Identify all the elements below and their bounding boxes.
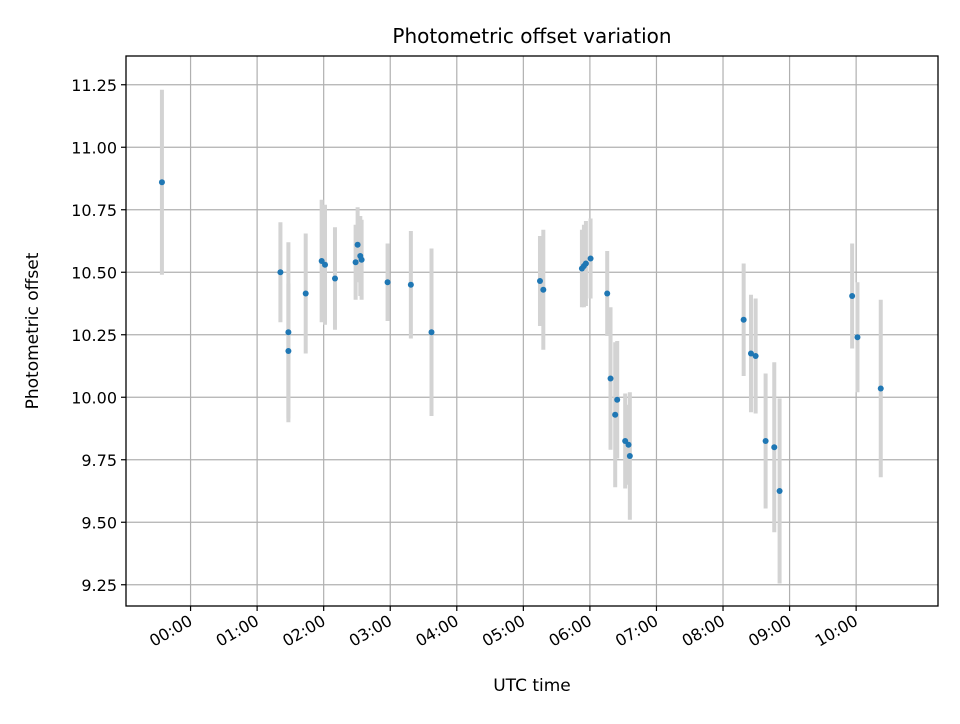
data-point xyxy=(354,241,361,248)
y-tick-label: 9.75 xyxy=(81,451,117,470)
data-point xyxy=(625,441,632,448)
data-point xyxy=(849,293,856,299)
data-point xyxy=(536,278,543,284)
y-tick-label: 10.50 xyxy=(71,263,117,282)
data-point xyxy=(285,348,292,354)
x-tick-label: 01:00 xyxy=(213,611,262,651)
data-point xyxy=(626,453,633,459)
data-point xyxy=(771,444,778,451)
x-tick-label: 00:00 xyxy=(146,611,195,651)
data-point xyxy=(877,385,884,392)
data-point xyxy=(428,329,435,336)
data-point xyxy=(740,316,747,323)
x-tick-label: 09:00 xyxy=(745,611,794,651)
data-point xyxy=(331,275,338,282)
data-point xyxy=(604,290,611,297)
error-bars xyxy=(159,89,883,584)
y-tick-label: 9.50 xyxy=(81,513,117,532)
data-point xyxy=(607,375,614,382)
y-tick-label: 10.00 xyxy=(71,388,117,407)
data-points xyxy=(158,179,884,494)
plot-frame xyxy=(125,55,939,607)
y-tick-label: 10.75 xyxy=(71,201,117,220)
y-tick-label: 11.00 xyxy=(71,138,117,157)
data-point xyxy=(285,329,292,336)
x-tick-label: 03:00 xyxy=(346,611,395,651)
x-tick-label: 07:00 xyxy=(612,611,661,651)
grid xyxy=(126,56,938,606)
x-axis-label: UTC time xyxy=(493,676,571,696)
data-point xyxy=(612,411,619,418)
x-axis: 00:00 01:00 02:00 03:00 04:00 05:00 06:00 07:00… xyxy=(146,606,861,651)
data-point xyxy=(762,438,769,444)
y-axis-label: Photometric offset xyxy=(23,252,43,409)
x-tick-label: 06:00 xyxy=(545,611,594,651)
x-tick-label: 05:00 xyxy=(479,611,528,651)
data-point xyxy=(776,488,783,494)
data-point xyxy=(587,255,594,262)
data-point xyxy=(302,290,309,297)
data-point xyxy=(358,256,365,263)
y-axis: 9.25 9.50 9.75 10.00 10.25 10.50 10.75 11.00 11.… xyxy=(71,76,126,595)
data-point xyxy=(322,261,329,268)
y-tick-label: 9.25 xyxy=(81,576,117,595)
data-point xyxy=(854,334,861,341)
y-tick-label: 10.25 xyxy=(71,326,117,345)
data-point xyxy=(747,350,754,357)
x-tick-label: 10:00 xyxy=(812,611,861,651)
x-tick-label: 04:00 xyxy=(412,611,461,651)
y-tick-label: 11.25 xyxy=(71,76,117,95)
data-point xyxy=(540,286,547,293)
data-point xyxy=(277,269,284,276)
data-point xyxy=(352,259,359,266)
data-point xyxy=(407,281,414,288)
data-point xyxy=(158,179,165,186)
x-tick-label: 02:00 xyxy=(279,611,328,651)
chart-title: Photometric offset variation xyxy=(392,24,671,48)
data-point xyxy=(614,396,621,403)
data-point xyxy=(752,353,759,359)
x-tick-label: 08:00 xyxy=(679,611,728,651)
data-point xyxy=(384,279,391,286)
data-point xyxy=(582,260,589,267)
